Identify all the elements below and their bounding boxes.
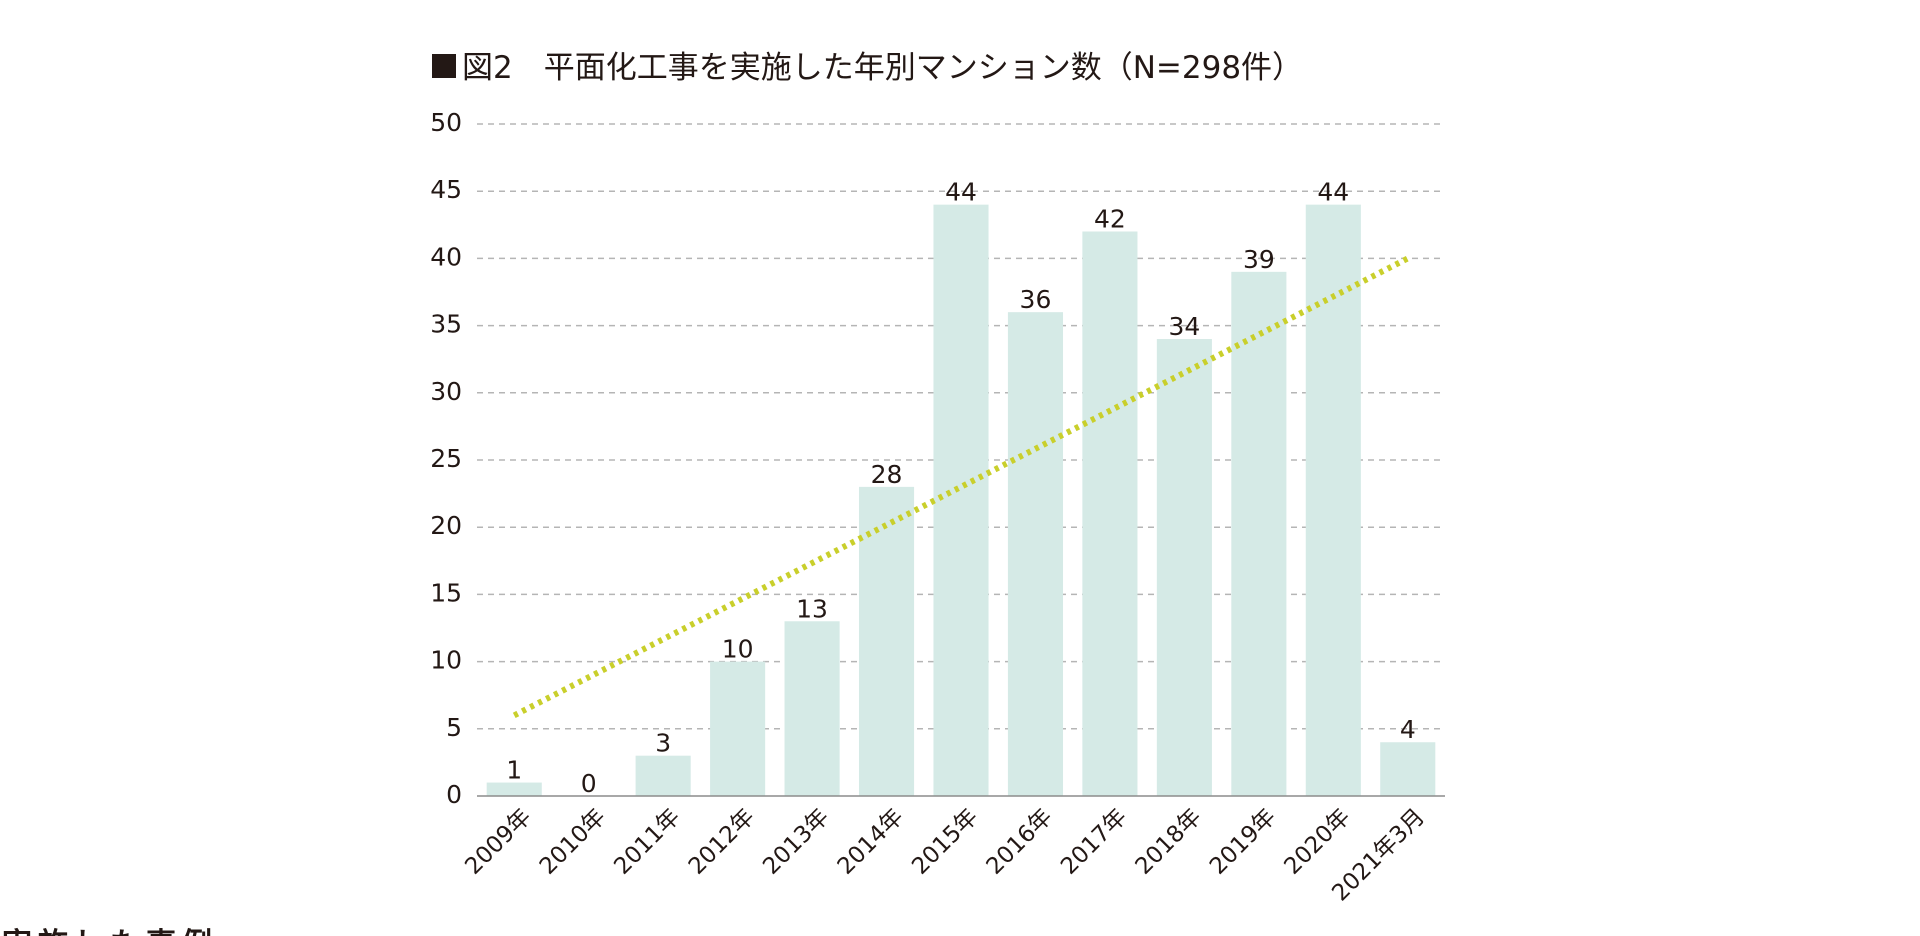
bar-9 [1156, 339, 1212, 796]
bar-2 [635, 755, 691, 796]
y-axis-ticks: 0 5 10 15 20 25 30 35 40 45 50 [430, 108, 462, 809]
data-label-7: 36 [1020, 285, 1052, 314]
y-tick-label-20: 20 [430, 511, 462, 540]
x-axis-ticks: 2009年2010年2011年2012年2013年2014年2015年2016年… [460, 804, 1430, 907]
y-tick-label-15: 15 [430, 578, 462, 607]
x-tick-label-3: 2012年 [684, 804, 760, 880]
y-tick-label-0: 0 [446, 780, 462, 809]
x-tick-label-8: 2017年 [1056, 804, 1132, 880]
y-tick-label-25: 25 [430, 444, 462, 473]
data-label-4: 13 [796, 594, 828, 623]
bar-7 [1007, 312, 1064, 796]
data-label-10: 39 [1243, 245, 1275, 274]
data-label-9: 34 [1168, 312, 1200, 341]
bar-6 [933, 204, 989, 796]
x-tick-label-1: 2010年 [535, 804, 611, 880]
cropped-heading: 実施した事例 [0, 925, 260, 936]
y-tick-label-10: 10 [430, 646, 462, 675]
data-label-2: 3 [655, 729, 671, 758]
data-label-12: 4 [1400, 715, 1416, 744]
data-label-0: 1 [506, 756, 522, 785]
bar-8 [1082, 231, 1138, 796]
title-square-icon [432, 54, 456, 78]
y-tick-label-30: 30 [430, 377, 462, 406]
x-tick-label-7: 2016年 [982, 804, 1058, 880]
cropped-heading-text: 実施した事例 [2, 925, 218, 936]
y-tick-label-35: 35 [430, 310, 462, 339]
bar-0 [486, 782, 542, 796]
x-tick-label-9: 2018年 [1131, 804, 1207, 880]
data-label-3: 10 [722, 635, 754, 664]
bar-3 [710, 661, 766, 796]
y-tick-label-40: 40 [430, 242, 462, 271]
y-tick-label-45: 45 [430, 175, 462, 204]
data-label-8: 42 [1094, 205, 1126, 234]
y-tick-label-50: 50 [430, 108, 462, 137]
x-tick-label-11: 2020年 [1280, 804, 1356, 880]
x-tick-label-0: 2009年 [460, 804, 536, 880]
bar-5 [858, 486, 915, 796]
data-label-5: 28 [871, 460, 903, 489]
x-tick-label-2: 2011年 [609, 804, 685, 880]
data-label-6: 44 [945, 178, 977, 207]
bar-10 [1231, 271, 1287, 797]
bars [486, 204, 1436, 797]
x-tick-label-10: 2019年 [1205, 804, 1281, 880]
y-tick-label-5: 5 [446, 713, 462, 742]
chart-title: 図2 平面化工事を実施した年別マンション数（N=298件） [462, 50, 1303, 86]
data-label-1: 0 [581, 769, 597, 798]
data-label-11: 44 [1317, 178, 1349, 207]
x-tick-label-5: 2014年 [833, 804, 909, 880]
bar-12 [1380, 742, 1436, 796]
x-tick-label-4: 2013年 [758, 804, 834, 880]
x-tick-label-6: 2015年 [907, 804, 983, 880]
bar-4 [784, 621, 840, 796]
